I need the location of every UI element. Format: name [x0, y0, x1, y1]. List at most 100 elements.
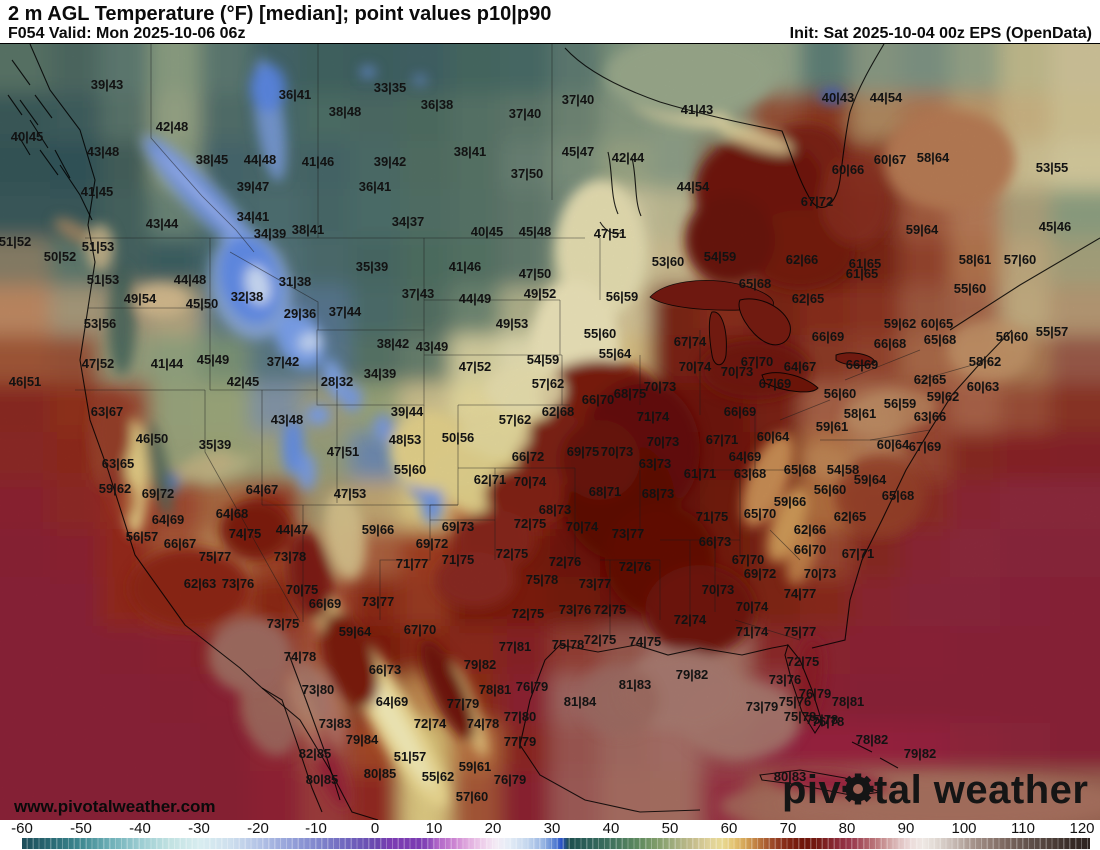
svg-text:70|73: 70|73 — [644, 379, 677, 394]
svg-text:75|77: 75|77 — [784, 624, 817, 639]
svg-text:42|48: 42|48 — [156, 119, 189, 134]
svg-text:59|62: 59|62 — [99, 481, 132, 496]
svg-text:72|75: 72|75 — [584, 632, 617, 647]
svg-text:37|40: 37|40 — [509, 106, 542, 121]
svg-text:45|49: 45|49 — [197, 352, 230, 367]
svg-text:41|43: 41|43 — [681, 102, 714, 117]
svg-text:77|81: 77|81 — [499, 639, 532, 654]
svg-text:33|35: 33|35 — [374, 80, 407, 95]
svg-text:64|69: 64|69 — [376, 694, 409, 709]
svg-text:55|64: 55|64 — [599, 346, 632, 361]
svg-text:80|85: 80|85 — [306, 772, 339, 787]
svg-text:77|79: 77|79 — [504, 734, 537, 749]
svg-text:61|65: 61|65 — [846, 266, 879, 281]
svg-text:60|65: 60|65 — [921, 316, 954, 331]
svg-text:66|69: 66|69 — [846, 357, 879, 372]
svg-text:45|47: 45|47 — [562, 144, 595, 159]
svg-text:63|65: 63|65 — [102, 456, 135, 471]
svg-text:74|75: 74|75 — [229, 526, 262, 541]
svg-text:63|67: 63|67 — [91, 404, 124, 419]
svg-text:56|60: 56|60 — [814, 482, 847, 497]
svg-text:69|72: 69|72 — [142, 486, 175, 501]
svg-text:79|82: 79|82 — [904, 746, 937, 761]
svg-text:59|62: 59|62 — [884, 316, 917, 331]
svg-text:69|72: 69|72 — [744, 566, 777, 581]
svg-text:56|60: 56|60 — [996, 329, 1029, 344]
svg-text:41|44: 41|44 — [151, 356, 184, 371]
svg-text:36|41: 36|41 — [279, 87, 312, 102]
svg-text:59|61: 59|61 — [816, 419, 849, 434]
svg-text:39|43: 39|43 — [91, 77, 124, 92]
svg-text:65|70: 65|70 — [744, 506, 777, 521]
svg-text:56|60: 56|60 — [824, 386, 857, 401]
svg-text:67|70: 67|70 — [741, 354, 774, 369]
svg-text:66|69: 66|69 — [724, 404, 757, 419]
svg-text:44|48: 44|48 — [244, 152, 277, 167]
svg-text:37|44: 37|44 — [329, 304, 362, 319]
svg-text:70|74: 70|74 — [566, 519, 599, 534]
svg-text:57|60: 57|60 — [1004, 252, 1037, 267]
svg-text:piv: piv — [782, 768, 842, 812]
svg-text:39|47: 39|47 — [237, 179, 270, 194]
svg-text:62|71: 62|71 — [474, 472, 507, 487]
svg-text:55|60: 55|60 — [394, 462, 427, 477]
svg-text:34|37: 34|37 — [392, 214, 425, 229]
svg-text:38|42: 38|42 — [377, 336, 410, 351]
svg-text:62|66: 62|66 — [794, 522, 827, 537]
svg-text:71|74: 71|74 — [637, 409, 670, 424]
svg-text:40|45: 40|45 — [471, 224, 504, 239]
svg-text:73|75: 73|75 — [267, 616, 300, 631]
svg-text:35|39: 35|39 — [199, 437, 232, 452]
svg-text:70|73: 70|73 — [702, 582, 735, 597]
svg-text:40|43: 40|43 — [822, 90, 855, 105]
svg-text:80|83: 80|83 — [774, 769, 807, 784]
svg-text:38|45: 38|45 — [196, 152, 229, 167]
svg-text:76|79: 76|79 — [494, 772, 527, 787]
svg-text:67|71: 67|71 — [706, 432, 739, 447]
svg-text:68|75: 68|75 — [614, 386, 647, 401]
svg-text:47|51: 47|51 — [594, 226, 627, 241]
svg-text:63|68: 63|68 — [734, 466, 767, 481]
svg-text:66|68: 66|68 — [874, 336, 907, 351]
svg-text:72|75: 72|75 — [496, 546, 529, 561]
svg-text:79|82: 79|82 — [464, 657, 497, 672]
svg-text:68|71: 68|71 — [589, 484, 622, 499]
svg-text:66|70: 66|70 — [582, 392, 615, 407]
svg-text:www.pivotalweather.com: www.pivotalweather.com — [13, 797, 216, 816]
svg-text:47|50: 47|50 — [519, 266, 552, 281]
svg-text:45|50: 45|50 — [186, 296, 219, 311]
svg-text:49|54: 49|54 — [124, 291, 157, 306]
svg-text:51|52: 51|52 — [0, 234, 31, 249]
svg-text:tal weather: tal weather — [874, 768, 1088, 812]
svg-text:69|72: 69|72 — [416, 536, 449, 551]
svg-text:75|78: 75|78 — [806, 712, 839, 727]
svg-text:43|48: 43|48 — [271, 412, 304, 427]
svg-text:81|84: 81|84 — [564, 694, 597, 709]
svg-text:48|53: 48|53 — [389, 432, 422, 447]
svg-text:44|54: 44|54 — [677, 179, 710, 194]
svg-text:70|74: 70|74 — [736, 599, 769, 614]
svg-text:62|65: 62|65 — [914, 372, 947, 387]
svg-text:53|60: 53|60 — [652, 254, 685, 269]
svg-text:69|73: 69|73 — [442, 519, 475, 534]
svg-text:41|45: 41|45 — [81, 184, 114, 199]
svg-text:73|77: 73|77 — [579, 576, 612, 591]
svg-text:36|41: 36|41 — [359, 179, 392, 194]
svg-text:73|79: 73|79 — [746, 699, 779, 714]
svg-text:66|72: 66|72 — [512, 449, 545, 464]
svg-text:46|51: 46|51 — [9, 374, 42, 389]
svg-text:29|36: 29|36 — [284, 306, 317, 321]
svg-text:66|67: 66|67 — [164, 536, 197, 551]
svg-text:61|65: 61|65 — [849, 256, 882, 271]
svg-text:76|79: 76|79 — [516, 679, 549, 694]
svg-text:67|71: 67|71 — [842, 546, 875, 561]
svg-text:50|52: 50|52 — [44, 249, 77, 264]
svg-text:67|70: 67|70 — [404, 622, 437, 637]
svg-text:82|85: 82|85 — [299, 746, 332, 761]
svg-text:72|74: 72|74 — [414, 716, 447, 731]
svg-text:71|74: 71|74 — [736, 624, 769, 639]
svg-text:73|77: 73|77 — [362, 594, 395, 609]
svg-text:57|62: 57|62 — [532, 376, 565, 391]
svg-text:67|69: 67|69 — [759, 376, 792, 391]
svg-text:72|75: 72|75 — [514, 516, 547, 531]
